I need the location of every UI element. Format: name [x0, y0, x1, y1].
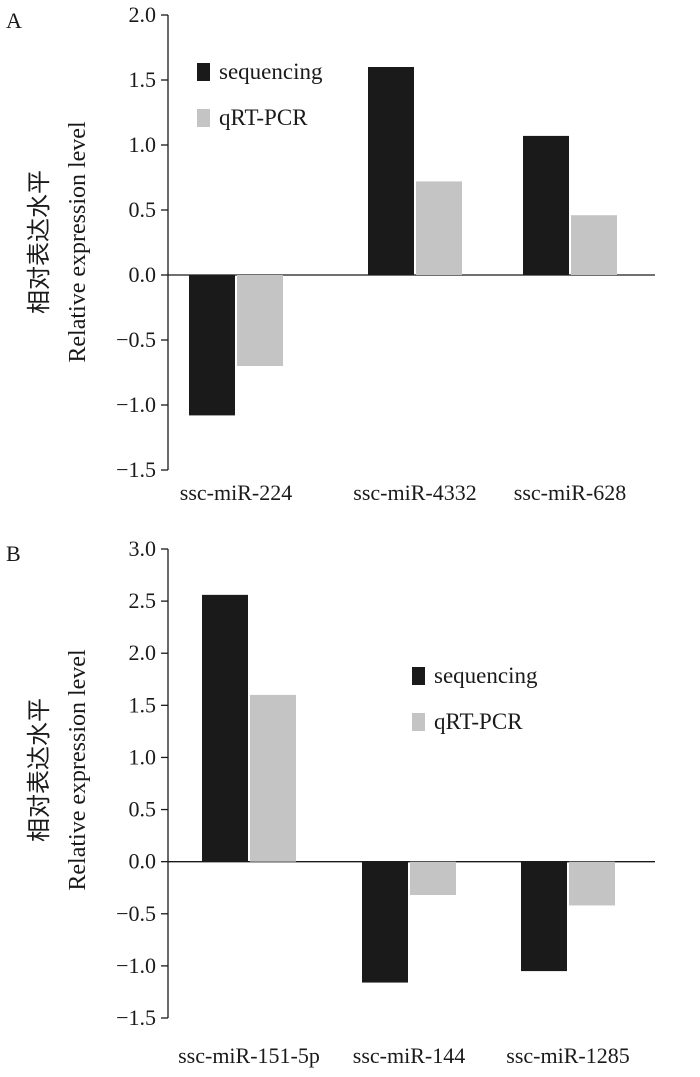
panel-b-bar-sequencing [202, 594, 248, 862]
panel-a-bar-qrt-pcr [416, 181, 462, 275]
panel-a-bar-sequencing [523, 135, 569, 275]
panel-b-x-tick-label: ssc-miR-144 [353, 1043, 465, 1068]
panel-a-x-tick-label: ssc-miR-628 [514, 480, 626, 505]
panel-a-y-tick-label: −0.5 [116, 327, 156, 352]
panel-a-legend-label: sequencing [219, 59, 323, 84]
panel-b-y-tick-label: 0.0 [129, 849, 157, 874]
panel-a-legend-label: qRT-PCR [219, 105, 308, 130]
panel-b-bar-qrt-pcr [410, 861, 456, 896]
panel-a-bar-qrt-pcr [237, 275, 283, 366]
panel-b-y-tick-label: −1.5 [116, 1005, 156, 1030]
panel-b-y-tick-label: 3.0 [129, 536, 157, 561]
panel-a-y-tick-label: 0.5 [129, 197, 157, 222]
panel-a-legend-swatch [197, 109, 210, 127]
panel-a-y-label-cn: 相对表达水平 [26, 170, 53, 314]
panel-b-y-tick-label: 2.0 [129, 640, 157, 665]
panel-a-y-tick-label: 2.0 [129, 2, 157, 27]
panel-b-bar-qrt-pcr [569, 861, 615, 906]
panel-b-x-tick-label: ssc-miR-1285 [506, 1043, 629, 1068]
panel-b-legend-swatch [412, 667, 425, 685]
panel-a-label: A [6, 8, 22, 33]
panel-a-x-tick-label: ssc-miR-4332 [353, 480, 476, 505]
panel-b-label: B [6, 541, 21, 566]
panel-a-y-tick-label: −1.0 [116, 392, 156, 417]
panel-b-bar-qrt-pcr [250, 694, 296, 862]
panel-b-x-tick-label: ssc-miR-151-5p [178, 1043, 320, 1068]
panel-b-y-label-cn: 相对表达水平 [26, 698, 53, 842]
panel-a-bar-sequencing [189, 275, 235, 416]
panel-b-legend-swatch [412, 713, 425, 731]
panel-b-legend-label: sequencing [434, 663, 538, 688]
panel-b-y-tick-label: 0.5 [129, 797, 157, 822]
panel-a-y-tick-label: 0.0 [129, 262, 157, 287]
panel-b-bar-sequencing [521, 861, 567, 972]
panel-b-legend-label: qRT-PCR [434, 709, 523, 734]
panel-a-y-tick-label: −1.5 [116, 457, 156, 482]
panel-b-y-tick-label: −0.5 [116, 901, 156, 926]
panel-a-y-label: Relative expression level [65, 121, 91, 363]
panel-b-y-tick-label: 1.0 [129, 744, 157, 769]
panel-a-y-tick-label: 1.0 [129, 132, 157, 157]
panel-a-y-tick-label: 1.5 [129, 67, 157, 92]
panel-a-bar-sequencing [368, 67, 414, 275]
panel-a-legend-swatch [197, 63, 210, 81]
panel-b-y-label: Relative expression level [65, 649, 91, 891]
panel-b-y-tick-label: −1.0 [116, 953, 156, 978]
panel-a-x-tick-label: ssc-miR-224 [180, 480, 292, 505]
panel-b-y-tick-label: 2.5 [129, 588, 157, 613]
panel-b-y-tick-label: 1.5 [129, 692, 157, 717]
panel-b-bar-sequencing [362, 861, 408, 983]
panel-a-bar-qrt-pcr [571, 215, 617, 275]
